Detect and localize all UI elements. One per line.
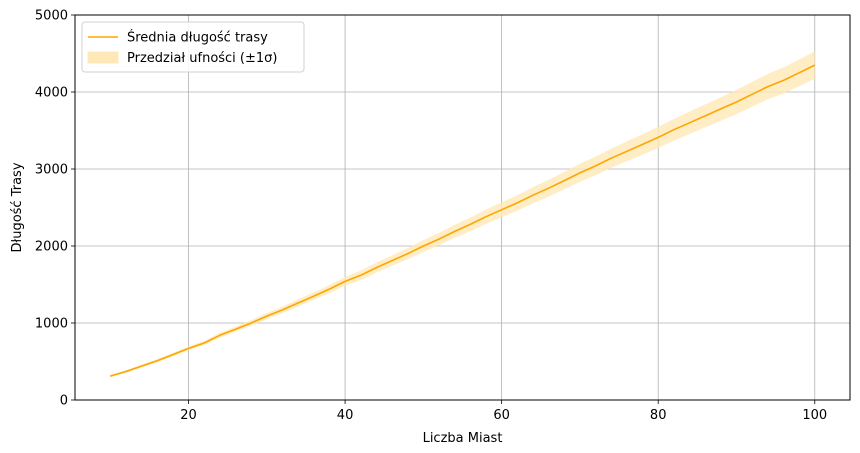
legend-band-swatch <box>87 51 119 64</box>
grid <box>75 14 850 401</box>
legend: Średnia długość trasy Przedział ufności … <box>81 21 305 73</box>
x-axis-label: Liczba Miast <box>423 431 503 446</box>
x-tick-label: 40 <box>337 408 354 423</box>
x-tick-label: 60 <box>493 408 510 423</box>
legend-box <box>81 21 305 73</box>
y-tick-label: 3000 <box>35 163 68 178</box>
confidence-band <box>110 51 815 378</box>
y-axis-label: Długość Trasy <box>10 162 25 252</box>
x-axis-ticks: 20 40 60 80 100 <box>180 400 827 423</box>
y-axis-ticks: 0 1000 2000 3000 4000 5000 <box>35 9 75 409</box>
plot-frame <box>74 14 851 401</box>
y-tick-label: 1000 <box>35 317 68 332</box>
y-tick-label: 4000 <box>35 86 68 101</box>
mean-line-layer <box>109 64 816 377</box>
x-tick-label: 80 <box>650 408 667 423</box>
y-tick-label: 0 <box>60 394 68 409</box>
x-tick-label: 20 <box>180 408 197 423</box>
legend-entry-mean: Średnia długość trasy <box>127 30 268 46</box>
confidence-band-layer <box>110 51 815 378</box>
y-tick-label: 2000 <box>35 240 68 255</box>
y-tick-label: 5000 <box>35 9 68 24</box>
x-tick-label: 100 <box>802 408 827 423</box>
legend-entry-band: Przedział ufności (±1σ) <box>127 51 277 66</box>
mean-line <box>109 64 816 377</box>
